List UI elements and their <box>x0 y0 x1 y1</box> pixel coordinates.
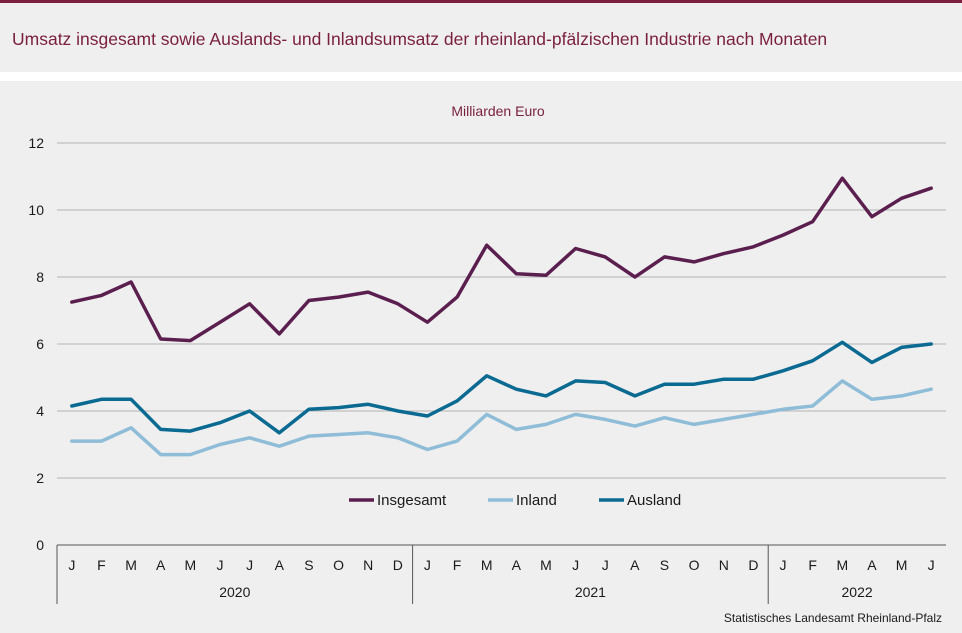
x-tick-label: O <box>333 557 344 573</box>
x-tick-label: M <box>540 557 552 573</box>
line-chart: Milliarden Euro 0 2 4 6 8 10 12 J F M A M J J A S O N D J F M… <box>28 103 946 625</box>
title-bar: Umsatz insgesamt sowie Auslands- und Inl… <box>0 3 962 72</box>
x-tick-label: M <box>481 557 493 573</box>
x-tick-label: A <box>630 557 640 573</box>
source-note: Statistisches Landesamt Rheinland-Pfalz <box>724 611 942 625</box>
x-tick-label: F <box>453 557 462 573</box>
year-label: 2020 <box>219 584 250 600</box>
legend-label: Inland <box>516 492 557 509</box>
x-tick-label: A <box>867 557 877 573</box>
series-line-ausland <box>70 340 933 435</box>
y-tick-label: 2 <box>36 470 44 486</box>
x-tick-label: N <box>719 557 729 573</box>
x-tick-label: A <box>275 557 285 573</box>
unit-label: Milliarden Euro <box>451 103 545 119</box>
x-tick-label: S <box>304 557 313 573</box>
legend-label: Insgesamt <box>377 492 447 509</box>
gridlines <box>57 142 946 479</box>
x-tick-label: J <box>572 557 579 573</box>
y-tick-label: 8 <box>36 269 44 285</box>
year-label: 2022 <box>842 584 873 600</box>
x-tick-label: F <box>97 557 106 573</box>
x-tick-label: J <box>216 557 223 573</box>
series-line-inland <box>70 379 933 457</box>
x-tick-label: J <box>928 557 935 573</box>
x-tick-label: J <box>424 557 431 573</box>
y-tick-label: 4 <box>36 403 44 419</box>
legend: Insgesamt Inland Ausland <box>349 492 681 509</box>
axes: 0 2 4 6 8 10 12 J F M A M J J A S O N D J F M A M J J A S O N D J F M A M J 2… <box>28 135 946 604</box>
x-tick-label: A <box>156 557 166 573</box>
x-tick-label: O <box>689 557 700 573</box>
x-tick-label: J <box>602 557 609 573</box>
legend-label: Ausland <box>627 492 681 509</box>
x-tick-label: M <box>125 557 137 573</box>
x-tick-label: J <box>780 557 787 573</box>
x-tick-label: D <box>748 557 758 573</box>
x-tick-label: S <box>660 557 669 573</box>
chart-title: Umsatz insgesamt sowie Auslands- und Inl… <box>12 29 828 49</box>
x-tick-label: M <box>896 557 908 573</box>
y-tick-label: 12 <box>28 135 44 151</box>
chart-panel: Milliarden Euro 0 2 4 6 8 10 12 J F M A M J J A S O N D J F M… <box>0 81 962 633</box>
x-tick-label: J <box>246 557 253 573</box>
x-tick-label: J <box>68 557 75 573</box>
series-line-insgesamt <box>70 176 933 343</box>
y-tick-label: 6 <box>36 336 44 352</box>
x-tick-label: M <box>185 557 197 573</box>
y-tick-label: 0 <box>36 537 44 553</box>
year-label: 2021 <box>575 584 606 600</box>
x-tick-label: N <box>363 557 373 573</box>
x-tick-label: A <box>512 557 522 573</box>
data-series <box>70 176 933 457</box>
x-tick-label: M <box>836 557 848 573</box>
x-tick-label: D <box>393 557 403 573</box>
top-rule <box>0 0 962 3</box>
y-tick-label: 10 <box>28 202 44 218</box>
x-tick-label: F <box>808 557 817 573</box>
